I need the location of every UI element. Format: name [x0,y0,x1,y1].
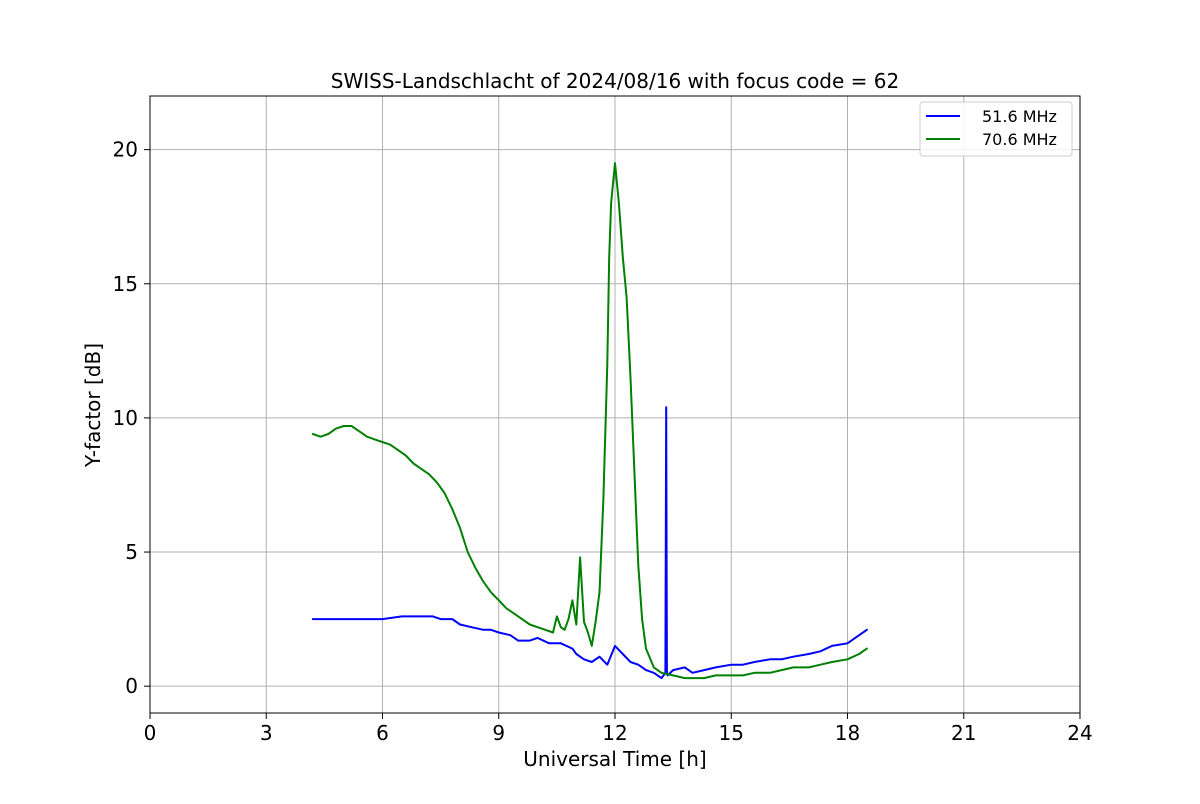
series-line-0 [311,406,868,680]
y-tick-label-1: 5 [125,540,138,564]
x-tick-label-3: 9 [492,721,505,745]
x-axis-label: Universal Time [h] [523,747,706,771]
x-tick-label-7: 21 [951,721,976,745]
chart-title: SWISS-Landschlacht of 2024/08/16 with fo… [331,69,899,93]
x-tick-label-1: 3 [260,721,273,745]
plot-area [311,162,868,680]
y-tick-label-0: 0 [125,674,138,698]
series-line-1 [311,162,868,680]
legend-label-1: 70.6 MHz [982,130,1057,149]
y-tick-label-2: 10 [113,406,138,430]
axis-ticks: 0 3 6 9 12 15 18 21 24 0 5 10 15 20 [113,138,1093,745]
x-tick-label-6: 18 [835,721,860,745]
y-tick-label-4: 20 [113,138,138,162]
x-tick-label-2: 6 [376,721,389,745]
y-tick-label-3: 15 [113,272,138,296]
legend-label-0: 51.6 MHz [982,107,1057,126]
grid-lines [149,96,1081,713]
x-tick-label-5: 15 [719,721,744,745]
y-axis-label: Y-factor [dB] [81,343,105,468]
x-tick-label-0: 0 [144,721,157,745]
x-tick-label-8: 24 [1067,721,1092,745]
x-tick-label-4: 12 [602,721,627,745]
legend: 51.6 MHz 70.6 MHz [919,101,1073,157]
